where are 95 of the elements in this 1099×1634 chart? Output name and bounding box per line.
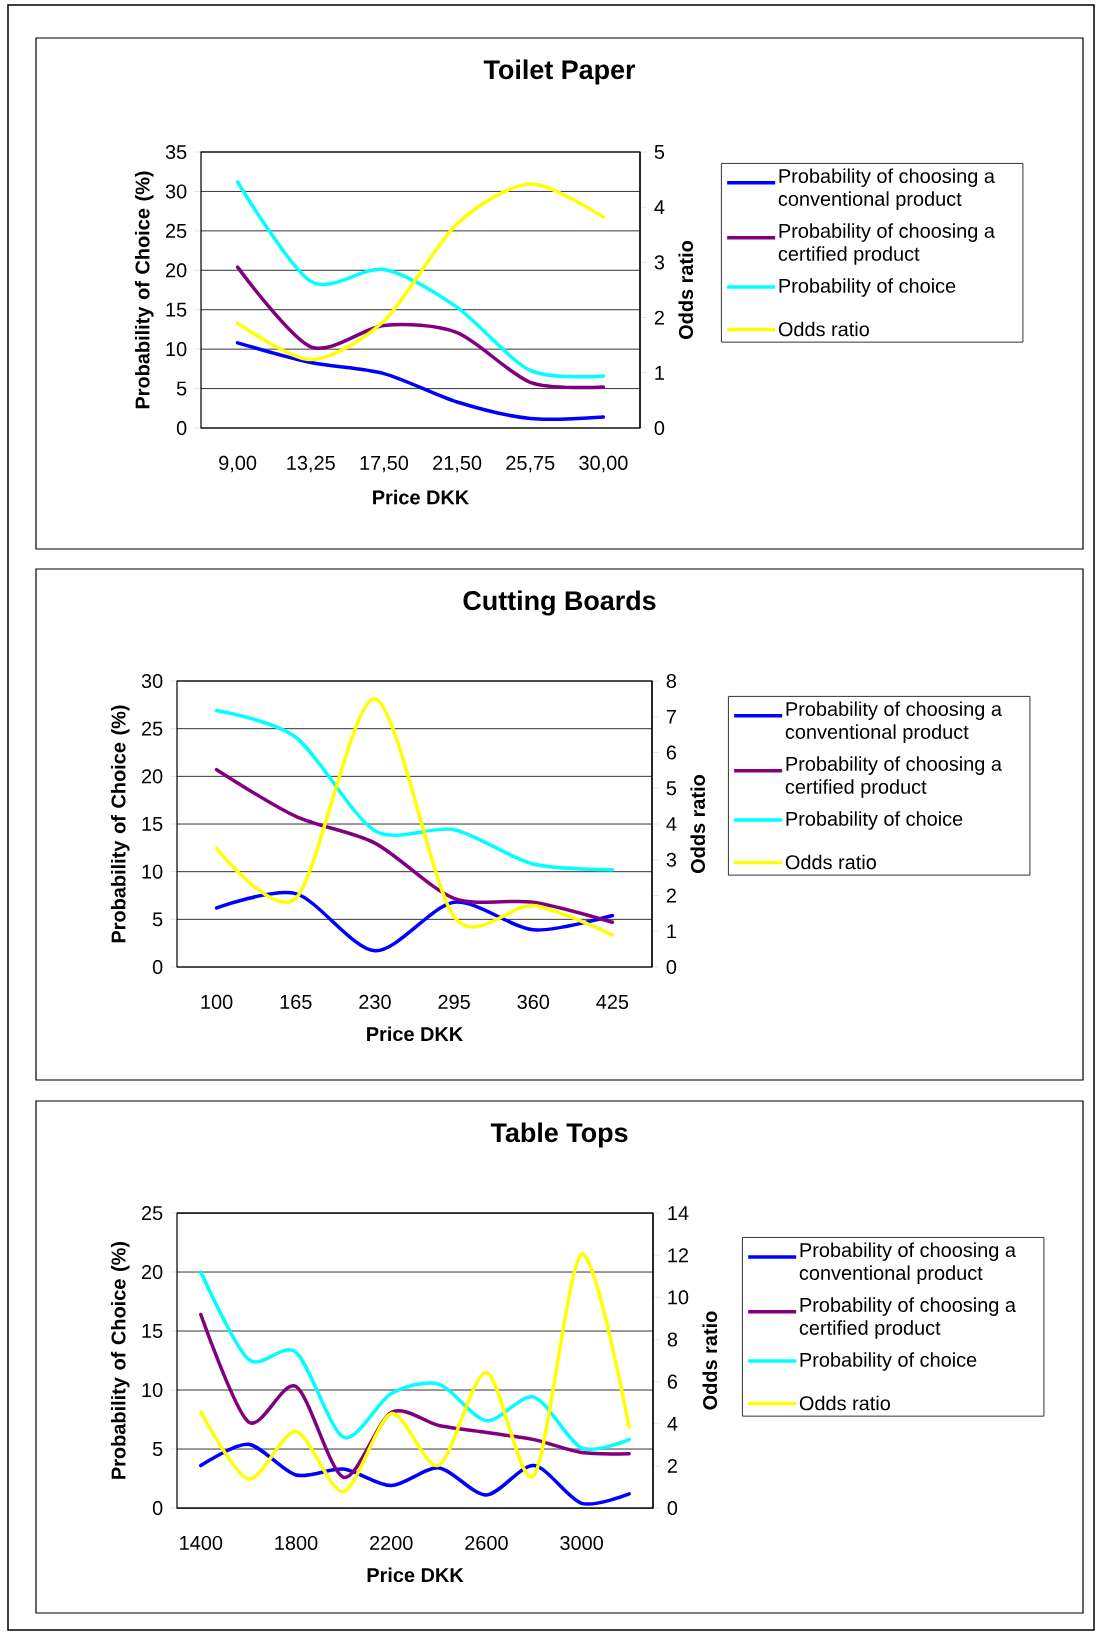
y-tick-label: 15 (142, 817, 163, 831)
legend-label: Odds ratio (799, 1395, 890, 1411)
y-tick-label: 25 (166, 223, 187, 238)
x-tick-label: 17,50 (360, 455, 409, 473)
y-tick-label: 20 (142, 1264, 163, 1280)
line-series (199, 1442, 631, 1506)
y2-tick-label: 14 (668, 1206, 689, 1220)
y2-tick-label: 0 (666, 959, 677, 975)
y-tick-label: 10 (142, 1382, 163, 1398)
y-tick-label: 20 (166, 263, 187, 278)
x-tick-label: 3000 (560, 1535, 603, 1550)
x-tick-label: 9,00 (219, 455, 257, 473)
x-tick-label: 100 (201, 994, 233, 1009)
y-tick-label: 0 (152, 1500, 163, 1516)
y-tick-label: 35 (165, 144, 187, 160)
legend-label: Probability of choosing a certified product (799, 1297, 1016, 1339)
y2-tick-label: 2 (666, 888, 676, 903)
chart-title: Toilet Paper (483, 59, 636, 85)
x-tick-label: 230 (359, 994, 391, 1009)
y2-tick-label: 6 (666, 745, 677, 760)
x-tick-label: 2600 (465, 1535, 508, 1550)
y-tick-label: 25 (142, 1205, 163, 1221)
y2-tick-label: 2 (667, 1458, 677, 1473)
y-tick-label: 0 (152, 959, 163, 975)
y2-tick-label: 0 (667, 1500, 678, 1516)
line-series (214, 767, 615, 924)
x-tick-label: 1800 (275, 1535, 318, 1550)
y2-tick-label: 0 (654, 420, 665, 436)
legend-label: Probability of choosing a conventional product (785, 701, 1002, 743)
x-axis-title: Price DKK (367, 1026, 464, 1042)
line-series (214, 708, 615, 872)
y2-tick-label: 10 (668, 1290, 689, 1305)
y2-tick-label: 2 (654, 310, 664, 325)
line-series (235, 341, 606, 421)
y-tick-label: 25 (142, 721, 163, 736)
x-tick-label: 13,25 (287, 455, 335, 473)
y2-tick-label: 4 (654, 200, 665, 215)
y2-tick-label: 6 (667, 1374, 678, 1389)
legend-label: Probability of choosing a conventional product (799, 1242, 1016, 1284)
y2-tick-label: 7 (666, 709, 676, 724)
y2-tick-label: 5 (654, 145, 665, 159)
y2-axis-title: Odds ratio (678, 240, 694, 340)
x-tick-label: 360 (517, 994, 550, 1009)
y-tick-label: 30 (165, 184, 187, 199)
y2-axis-title: Odds ratio (690, 774, 706, 874)
legend-label: Odds ratio (785, 854, 876, 870)
x-tick-label: 425 (596, 994, 629, 1009)
y-tick-label: 0 (176, 420, 187, 436)
legend-label: Probability of choosing a certified product (778, 223, 995, 265)
x-tick-label: 30,00 (579, 455, 628, 473)
y-axis-title: Probability of Choice (%) (110, 1241, 130, 1479)
y2-tick-label: 4 (667, 1416, 678, 1431)
x-tick-label: 2200 (370, 1535, 413, 1550)
y2-axis-title: Odds ratio (702, 1311, 718, 1410)
legend-label: Probability of choosing a certified product (785, 756, 1002, 798)
y-axis-title: Probability of Choice (%) (134, 171, 154, 409)
y-tick-label: 5 (152, 1442, 163, 1456)
legend-label: Probability of choice (786, 811, 963, 830)
y-tick-label: 5 (152, 912, 163, 927)
chart-title: Table Tops (490, 1122, 628, 1148)
x-tick-label: 165 (280, 994, 312, 1009)
x-tick-label: 25,75 (506, 455, 555, 473)
legend-label: Probability of choosing a conventional product (778, 168, 995, 210)
legend-label: Probability of choice (800, 1352, 977, 1371)
y-tick-label: 10 (142, 864, 163, 879)
y2-tick-label: 12 (668, 1248, 689, 1263)
x-tick-label: 295 (438, 994, 470, 1009)
y-tick-label: 10 (166, 342, 187, 357)
legend-label: Probability of choice (779, 278, 956, 297)
legend-label: Odds ratio (778, 321, 869, 337)
line-series (235, 265, 606, 390)
x-tick-label: 21,50 (433, 455, 482, 473)
y2-tick-label: 3 (666, 852, 677, 867)
y-tick-label: 5 (176, 381, 187, 396)
y2-tick-label: 8 (667, 1332, 678, 1347)
y2-tick-label: 1 (655, 365, 664, 380)
y2-tick-label: 4 (666, 817, 677, 831)
y-tick-label: 15 (142, 1324, 163, 1338)
y-tick-label: 15 (166, 302, 187, 317)
y2-tick-label: 8 (666, 673, 677, 689)
line-series (214, 890, 615, 953)
x-axis-title: Price DKK (367, 1567, 464, 1583)
y2-tick-label: 1 (667, 924, 676, 939)
y-axis-title: Probability of Choice (%) (110, 705, 130, 943)
x-axis-title: Price DKK (373, 489, 470, 505)
y-tick-label: 20 (142, 769, 163, 784)
line-series (199, 1252, 631, 1494)
line-series (214, 697, 615, 937)
line-series (199, 1312, 631, 1480)
x-tick-label: 1400 (180, 1535, 223, 1550)
chart-title: Cutting Boards (463, 590, 656, 616)
y-tick-label: 30 (141, 673, 163, 689)
y2-tick-label: 5 (666, 781, 677, 796)
y2-tick-label: 3 (654, 255, 665, 270)
line-series (199, 1270, 631, 1451)
